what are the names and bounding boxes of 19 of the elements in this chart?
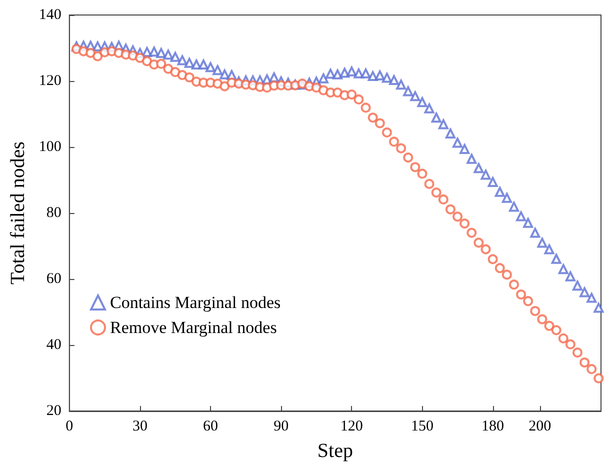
x-tick-label: 30 bbox=[132, 418, 148, 434]
y-axis-title: Total failed nodes bbox=[7, 141, 29, 284]
y-tick-label: 120 bbox=[38, 73, 62, 89]
x-tick-label: 200 bbox=[528, 418, 552, 434]
x-tick-label: 0 bbox=[66, 418, 74, 434]
y-tick-label: 40 bbox=[46, 337, 62, 353]
x-tick-label: 120 bbox=[340, 418, 363, 434]
x-tick-label: 60 bbox=[203, 418, 218, 434]
x-tick-label: 180 bbox=[482, 418, 504, 434]
y-tick-label: 20 bbox=[46, 403, 62, 419]
legend-label: Contains Marginal nodes bbox=[110, 293, 281, 312]
legend-label: Remove Marginal nodes bbox=[110, 318, 277, 337]
y-tick-label: 140 bbox=[38, 7, 62, 23]
x-tick-label: 90 bbox=[274, 418, 289, 434]
y-tick-label: 100 bbox=[38, 139, 62, 155]
y-tick-label: 80 bbox=[46, 205, 62, 221]
x-tick-label: 150 bbox=[410, 418, 434, 434]
x-axis-title: Step bbox=[317, 440, 353, 462]
y-tick-label: 60 bbox=[46, 271, 62, 287]
